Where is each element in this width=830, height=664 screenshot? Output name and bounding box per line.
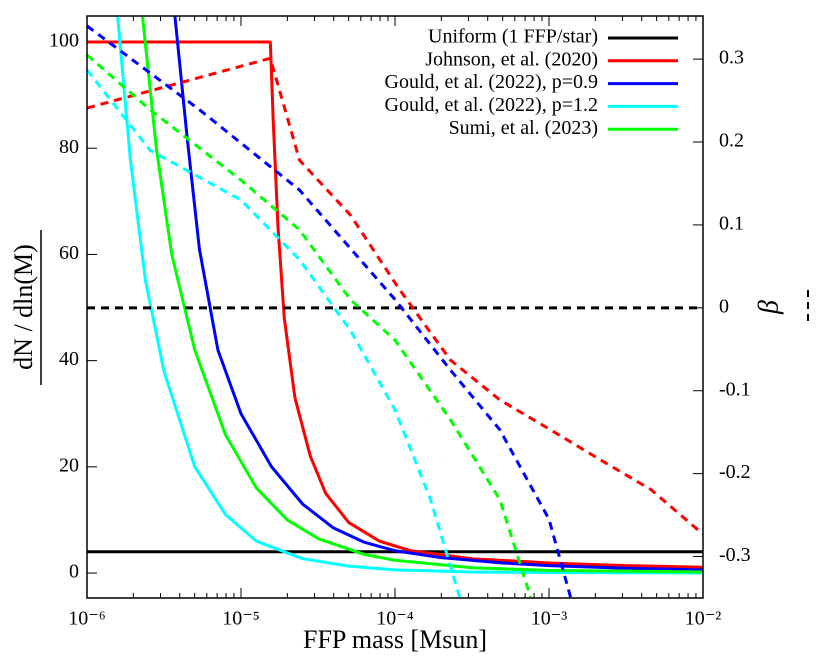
x-tick-label: 10⁻⁵ — [222, 608, 260, 630]
dashed-line — [87, 53, 532, 598]
x-tick-label: 10⁻⁴ — [376, 608, 414, 630]
legend-label: Johnson, et al. (2020) — [425, 48, 598, 70]
y2-tick-label: -0.2 — [719, 461, 751, 483]
y2-axis-label: β — [753, 300, 784, 315]
y2-tick-label: 0.1 — [719, 213, 744, 235]
y2-tick-label: -0.3 — [719, 544, 751, 566]
y-tick-label: 80 — [59, 136, 79, 158]
x-tick-label: 10⁻³ — [531, 608, 568, 630]
y-tick-label: 20 — [59, 454, 79, 476]
legend-label: Gould, et al. (2022), p=1.2 — [385, 94, 598, 116]
x-tick-label: 10⁻⁶ — [68, 608, 106, 630]
legend-label: Gould, et al. (2022), p=0.9 — [385, 71, 598, 93]
line — [87, 40, 703, 569]
line — [140, 16, 703, 574]
y-tick-label: 100 — [49, 30, 79, 52]
line — [173, 16, 703, 572]
x-tick-label: 10⁻² — [685, 608, 722, 630]
dashed-line — [87, 56, 703, 536]
y2-tick-label: 0 — [719, 295, 729, 317]
line — [116, 16, 703, 575]
x-axis-label: FFP mass [Msun] — [303, 625, 487, 654]
dashed-line — [87, 24, 572, 598]
y-tick-label: 60 — [59, 242, 79, 264]
legend-label: Uniform (1 FFP/star) — [428, 26, 598, 48]
y2-tick-label: -0.1 — [719, 378, 751, 400]
plot-frame — [86, 15, 704, 599]
plot-area — [87, 16, 703, 598]
y2-tick-label: 0.3 — [719, 47, 744, 69]
y-tick-label: 40 — [59, 348, 79, 370]
y-axis-label: dN / dln(M) — [9, 244, 38, 370]
legend-label: Sumi, et al. (2023) — [449, 117, 598, 139]
y-tick-label: 0 — [69, 561, 79, 583]
dashed-line — [87, 68, 462, 598]
y2-tick-label: 0.2 — [719, 130, 744, 152]
